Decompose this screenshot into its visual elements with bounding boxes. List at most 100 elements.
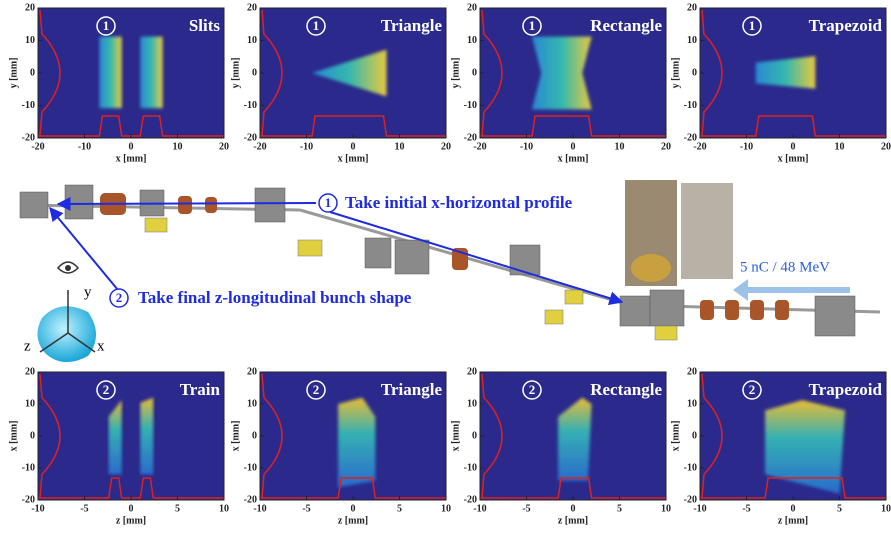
x-tick-label: 5 <box>837 503 842 514</box>
panel-title: Train <box>180 380 221 399</box>
y-tick-label: 0 <box>252 67 257 78</box>
y-tick-label: -20 <box>464 132 477 143</box>
beam-image <box>312 49 387 97</box>
x-tick-label: 10 <box>219 503 229 514</box>
y-axis-label: y [mm] <box>450 58 461 89</box>
step-circle <box>742 16 762 36</box>
profile-line <box>480 115 666 137</box>
y-tick-label: 20 <box>25 2 35 13</box>
step-number: 1 <box>325 195 332 210</box>
x-tick-label: -5 <box>80 503 88 514</box>
y-axis-label: y [mm] <box>670 58 681 89</box>
x-tick-label: -20 <box>473 141 486 152</box>
x-tick-label: 0 <box>791 503 796 514</box>
y-tick-label: -20 <box>464 494 477 505</box>
x-tick-label: -10 <box>253 503 266 514</box>
x-tick-label: 0 <box>571 141 576 152</box>
x-tick-label: 10 <box>395 141 405 152</box>
y-axis-label: x [mm] <box>230 421 241 452</box>
y-tick-label: -10 <box>22 462 35 473</box>
x-axis-label: z [mm] <box>558 515 588 526</box>
y-tick-label: 20 <box>687 2 697 13</box>
y-tick-label: 20 <box>247 2 257 13</box>
y-tick-label: -10 <box>684 100 697 111</box>
beam-image <box>558 397 592 481</box>
step-number: 2 <box>529 382 536 397</box>
y-tick-label: 0 <box>472 67 477 78</box>
step-circle <box>522 380 542 400</box>
axis-icon-label: y <box>84 284 92 300</box>
x-tick-label: -5 <box>742 503 750 514</box>
x-tick-label: 0 <box>129 503 134 514</box>
panel-title: Rectangle <box>590 380 662 399</box>
x-tick-label: -5 <box>302 503 310 514</box>
profile-line <box>481 373 503 499</box>
y-tick-label: -10 <box>22 100 35 111</box>
y-tick-label: 10 <box>467 398 477 409</box>
panel: 1 Trapezoid -20 -10 0 10 20 -20 -10 0 10 20 x [mm] y … <box>670 2 891 164</box>
panel-title: Slits <box>189 16 221 35</box>
x-tick-label: 10 <box>661 503 671 514</box>
x-axis-label: x [mm] <box>116 153 147 164</box>
x-tick-label: -10 <box>740 141 753 152</box>
x-tick-label: 20 <box>219 141 229 152</box>
x-tick-label: -20 <box>31 141 44 152</box>
annotation: Take initial x-horizontal profile <box>345 193 573 212</box>
y-axis-label: x [mm] <box>8 421 19 452</box>
x-tick-label: 0 <box>351 141 356 152</box>
x-tick-label: 10 <box>881 503 891 514</box>
profile-line <box>39 9 61 137</box>
profile-line <box>260 115 446 137</box>
y-axis-label: y [mm] <box>230 58 241 89</box>
axis-icon-label: z <box>24 338 31 354</box>
step-circle <box>306 16 326 36</box>
y-axis-label: x [mm] <box>670 421 681 452</box>
x-tick-label: 20 <box>661 141 671 152</box>
annotation: Take final z-longitudinal bunch shape <box>138 288 412 307</box>
x-axis-label: x [mm] <box>778 153 809 164</box>
y-tick-label: 10 <box>25 398 35 409</box>
y-tick-label: -20 <box>684 132 697 143</box>
y-tick-label: 10 <box>687 398 697 409</box>
y-tick-label: -10 <box>464 100 477 111</box>
x-tick-label: -10 <box>78 141 91 152</box>
x-axis-label: z [mm] <box>778 515 808 526</box>
beam-image <box>140 397 154 475</box>
image-background <box>37 371 225 501</box>
y-tick-label: 0 <box>692 67 697 78</box>
step-circle <box>96 16 116 36</box>
annotations: 1 Take initial x-horizontal profile 2 Ta… <box>49 193 830 308</box>
beam-image <box>99 36 122 109</box>
y-tick-label: 20 <box>25 366 35 377</box>
y-tick-label: 20 <box>247 366 257 377</box>
x-axis-label: z [mm] <box>338 515 368 526</box>
y-tick-label: 0 <box>472 430 477 441</box>
profile-line <box>261 373 283 499</box>
x-tick-label: -10 <box>520 141 533 152</box>
y-tick-label: -20 <box>244 132 257 143</box>
beam-image <box>108 400 122 475</box>
x-tick-label: 10 <box>835 141 845 152</box>
step-circle <box>522 16 542 36</box>
step-number: 2 <box>103 382 110 397</box>
step-number: 2 <box>749 382 756 397</box>
profile-line <box>701 373 723 499</box>
profile-line <box>39 373 61 499</box>
x-tick-label: -10 <box>31 503 44 514</box>
beam-label: 5 nC / 48 MeV <box>740 259 830 275</box>
step-number: 1 <box>103 18 110 33</box>
y-tick-label: -20 <box>22 494 35 505</box>
profile-line <box>261 9 283 137</box>
x-tick-label: 0 <box>571 503 576 514</box>
x-tick-label: -20 <box>693 141 706 152</box>
y-tick-label: -10 <box>244 100 257 111</box>
x-tick-label: 0 <box>791 141 796 152</box>
panel-title: Trapezoid <box>809 380 883 399</box>
panel-title: Triangle <box>381 380 443 399</box>
panel: 1 Rectangle -20 -10 0 10 20 -20 -10 0 10 20 x [mm] y … <box>450 2 671 164</box>
image-background <box>37 7 225 139</box>
beam-image <box>338 397 376 488</box>
step-circle <box>96 380 116 400</box>
